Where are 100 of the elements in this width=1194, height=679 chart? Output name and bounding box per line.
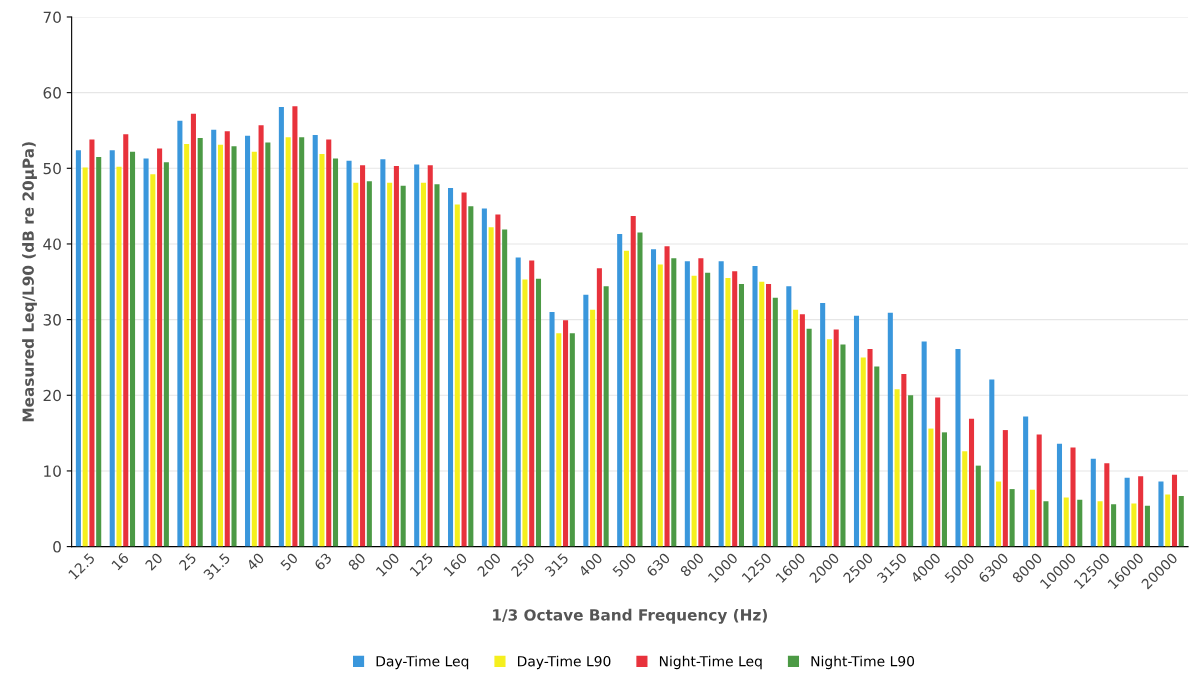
bar — [1043, 501, 1049, 547]
x-tick-label: 80 — [347, 552, 367, 571]
bar — [312, 135, 318, 547]
bar — [211, 129, 217, 547]
bar — [583, 294, 589, 547]
bar — [996, 481, 1002, 547]
bar — [657, 264, 663, 547]
bar — [975, 465, 981, 547]
bar — [1090, 458, 1096, 547]
bar — [224, 131, 230, 547]
bar — [955, 349, 961, 547]
bar — [163, 162, 169, 547]
bar — [833, 329, 839, 547]
y-tick-label: 20 — [43, 389, 61, 402]
bar — [481, 208, 487, 547]
bar — [935, 397, 941, 547]
bar — [1023, 416, 1029, 547]
x-tick-label: 63 — [313, 552, 333, 571]
bar — [319, 153, 325, 547]
bar — [454, 204, 460, 547]
bar — [1138, 476, 1144, 547]
bar — [968, 418, 975, 547]
bar — [157, 148, 163, 547]
bar — [596, 268, 602, 547]
bar — [529, 260, 535, 547]
bar — [143, 158, 149, 547]
bar — [806, 328, 812, 547]
bar — [617, 234, 623, 547]
bar — [569, 333, 575, 547]
bar — [941, 432, 947, 547]
x-tick-label: 20 — [144, 552, 164, 571]
y-tick-label: 50 — [43, 162, 61, 175]
bar — [461, 192, 467, 547]
bar — [603, 286, 609, 547]
bar — [292, 106, 298, 547]
bar — [860, 357, 866, 547]
bar — [326, 139, 332, 547]
x-tick-label: 50 — [279, 552, 299, 571]
y-tick-label: 10 — [44, 465, 61, 477]
x-tick-label: 800 — [679, 552, 705, 578]
bar — [177, 120, 183, 547]
bar — [705, 272, 711, 547]
bar — [1070, 447, 1076, 547]
legend-label: Night-Time L90 — [811, 655, 915, 670]
bar — [928, 428, 934, 547]
legend-label: Night-Time Leq — [659, 655, 762, 670]
bar — [393, 166, 399, 547]
bar — [738, 284, 745, 547]
bar — [921, 341, 927, 547]
bar — [908, 395, 914, 547]
bar — [217, 144, 224, 547]
bar — [1104, 463, 1110, 547]
bar — [874, 366, 880, 547]
y-tick-label: 30 — [43, 314, 61, 326]
bar — [420, 182, 427, 547]
bar — [190, 113, 196, 547]
bar — [793, 309, 799, 547]
bar — [387, 182, 393, 547]
bar — [360, 165, 366, 547]
bar — [488, 227, 494, 547]
legend-label: Day-Time L90 — [518, 655, 611, 670]
bar — [698, 258, 704, 547]
bar — [184, 144, 190, 547]
bar — [448, 187, 454, 547]
y-tick-label: 0 — [53, 541, 61, 553]
bar — [766, 284, 772, 547]
bar — [434, 184, 440, 547]
bar — [427, 165, 433, 547]
bar — [1158, 481, 1164, 547]
bar — [549, 312, 555, 547]
bar — [556, 333, 562, 547]
bar — [258, 125, 264, 547]
bar — [116, 166, 122, 547]
bar — [1009, 489, 1015, 547]
bar — [718, 261, 724, 547]
bar — [299, 137, 305, 547]
bar — [285, 137, 291, 547]
bar — [732, 271, 738, 547]
bar — [637, 232, 643, 547]
bar — [1077, 499, 1083, 547]
bar — [799, 314, 805, 547]
y-tick-label: 40 — [43, 238, 61, 250]
y-tick-label: 70 — [43, 11, 61, 23]
bar — [89, 139, 95, 547]
bar — [887, 312, 893, 547]
bar — [495, 214, 501, 547]
bar — [1111, 504, 1117, 547]
bar — [251, 151, 257, 547]
x-tick-label: 16 — [111, 552, 130, 571]
bar — [502, 229, 508, 547]
bar — [515, 257, 521, 547]
bar — [1056, 443, 1063, 547]
bar — [1178, 495, 1184, 547]
x-tick-label: 400 — [577, 552, 603, 578]
bar — [1063, 497, 1069, 547]
bar — [150, 174, 156, 547]
bar — [1144, 505, 1150, 547]
x-tick-label: 25 — [178, 552, 197, 571]
bar — [623, 250, 629, 547]
bar — [752, 265, 758, 547]
